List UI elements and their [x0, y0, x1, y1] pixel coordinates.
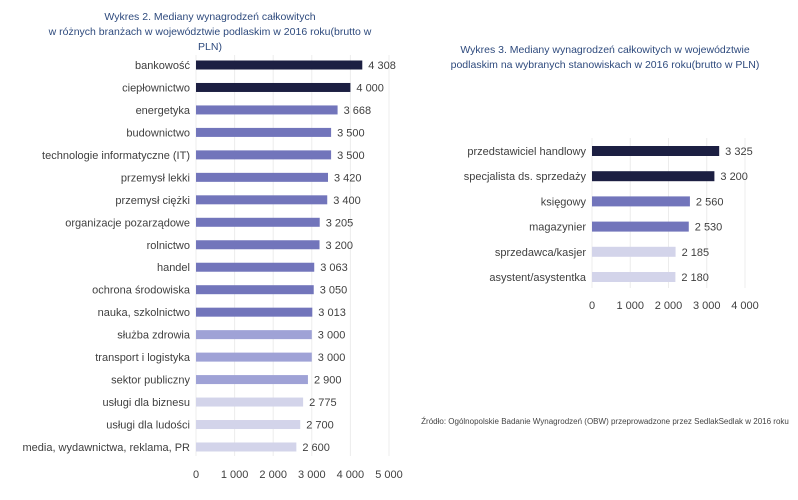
chart2-value-label: 2 600 — [302, 442, 330, 454]
chart2-title-line1: Wykres 2. Mediany wynagrodzeń całkowityc… — [104, 11, 316, 23]
chart2-value-label: 2 775 — [309, 397, 337, 409]
chart2-bar — [196, 307, 313, 317]
chart2-x-tick-label: 1 000 — [221, 469, 249, 481]
chart2-x-tick-label: 4 000 — [337, 469, 365, 481]
chart2-category-label: rolnictwo — [147, 240, 190, 252]
chart2-value-label: 4 308 — [368, 60, 396, 72]
chart3-bar — [592, 272, 676, 282]
chart2-bar — [196, 217, 320, 227]
chart2-bar — [196, 172, 329, 182]
chart3-category-label: przedstawiciel handlowy — [467, 146, 586, 158]
chart3-bar — [592, 146, 720, 156]
chart2-value-label: 2 700 — [306, 420, 334, 432]
chart2-title-line2: w różnych branżach w województwie podlas… — [48, 26, 372, 53]
chart3-title-line2: podlaskim na wybranych stanowiskach w 20… — [450, 59, 760, 71]
chart2-category-label: służba zdrowia — [117, 330, 191, 342]
chart3-category-label: księgowy — [541, 196, 587, 208]
chart2-bar — [196, 397, 304, 407]
chart2-category-label: usługi dla biznesu — [103, 397, 190, 409]
chart2-category-label: bankowość — [135, 60, 191, 72]
chart2-bar — [196, 82, 351, 92]
chart2-category-label: ciepłownictwo — [122, 82, 190, 94]
chart2-value-label: 3 000 — [318, 330, 346, 342]
source-note: Źródło: Ogólnopolskie Badanie Wynagrodze… — [421, 417, 789, 426]
chart3-value-label: 3 200 — [720, 171, 748, 183]
chart3-category-label: magazynier — [529, 222, 586, 234]
chart2-x-tick-label: 3 000 — [298, 469, 326, 481]
chart3-value-label: 2 560 — [696, 196, 724, 208]
chart2-category-label: transport i logistyka — [95, 352, 191, 364]
chart2-category-label: ochrona środowiska — [92, 285, 191, 297]
chart2-value-label: 3 200 — [326, 240, 354, 252]
chart3-x-tick-label: 0 — [589, 300, 595, 312]
chart2-bar — [196, 352, 312, 362]
chart3-bar — [592, 246, 676, 257]
chart2-value-label: 3 500 — [337, 150, 365, 162]
chart2-bar — [196, 285, 314, 295]
chart2-bar — [196, 375, 308, 385]
chart2-x-tick-label: 5 000 — [375, 469, 403, 481]
chart3-x-tick-label: 2 000 — [655, 300, 683, 312]
chart2-category-label: budownictwo — [126, 127, 190, 139]
chart3-value-label: 2 185 — [682, 247, 710, 259]
chart2-value-label: 3 400 — [333, 195, 361, 207]
chart2-bar — [196, 240, 320, 250]
chart2-bar — [196, 262, 315, 272]
chart2-value-label: 3 205 — [326, 217, 354, 229]
chart2-bar — [196, 195, 328, 205]
chart3-x-tick-label: 4 000 — [731, 300, 759, 312]
chart2-bar — [196, 127, 332, 137]
chart2-category-label: technologie informatyczne (IT) — [42, 150, 190, 162]
chart2-category-label: media, wydawnictwa, reklama, PR — [22, 442, 190, 454]
chart2-category-label: energetyka — [136, 105, 191, 117]
chart2-bar — [196, 442, 297, 452]
chart3-value-label: 2 530 — [695, 222, 723, 234]
chart3-value-label: 3 325 — [725, 146, 753, 158]
chart2-category-label: nauka, szkolnictwo — [98, 307, 190, 319]
chart2-bar — [196, 150, 332, 160]
chart2-category-label: organizacje pozarządowe — [65, 217, 190, 229]
chart2-value-label: 3 063 — [320, 262, 348, 274]
chart2-value-label: 3 500 — [337, 127, 365, 139]
chart2-value-label: 3 668 — [344, 105, 372, 117]
chart2-bar — [196, 105, 338, 115]
chart3-bar — [592, 171, 715, 182]
chart2-x-tick-label: 2 000 — [259, 469, 287, 481]
chart2-category-label: sektor publiczny — [111, 375, 190, 387]
chart2-value-label: 3 420 — [334, 172, 362, 184]
chart2-value-label: 2 900 — [314, 375, 342, 387]
chart2-bar — [196, 420, 301, 430]
chart3-title: Wykres 3. Mediany wynagrodzeń całkowityc… — [430, 43, 780, 73]
chart2-value-label: 3 013 — [318, 307, 346, 319]
chart3-title-line1: Wykres 3. Mediany wynagrodzeń całkowityc… — [460, 44, 750, 56]
chart2-value-label: 3 000 — [318, 352, 346, 364]
chart2-category-label: przemysł lekki — [121, 172, 190, 184]
chart3-category-label: sprzedawca/kasjer — [495, 247, 586, 259]
chart3-bar — [592, 196, 690, 207]
chart2-category-label: usługi dla ludości — [106, 420, 190, 432]
chart2-x-tick-label: 0 — [193, 469, 199, 481]
chart2-bar — [196, 60, 363, 70]
chart3-x-tick-label: 1 000 — [616, 300, 644, 312]
chart3-bar — [592, 221, 689, 232]
chart3-category-label: specjalista ds. sprzedaży — [464, 171, 587, 183]
chart2-bar — [196, 330, 312, 340]
chart2-category-label: przemysł ciężki — [115, 195, 190, 207]
chart3-category-label: asystent/asystentka — [489, 272, 586, 284]
chart2-title: Wykres 2. Mediany wynagrodzeń całkowityc… — [40, 10, 380, 55]
chart2-value-label: 3 050 — [320, 285, 348, 297]
chart3-x-tick-label: 3 000 — [693, 300, 721, 312]
chart3-value-label: 2 180 — [681, 272, 709, 284]
chart2-value-label: 4 000 — [356, 82, 384, 94]
chart2-category-label: handel — [157, 262, 190, 274]
